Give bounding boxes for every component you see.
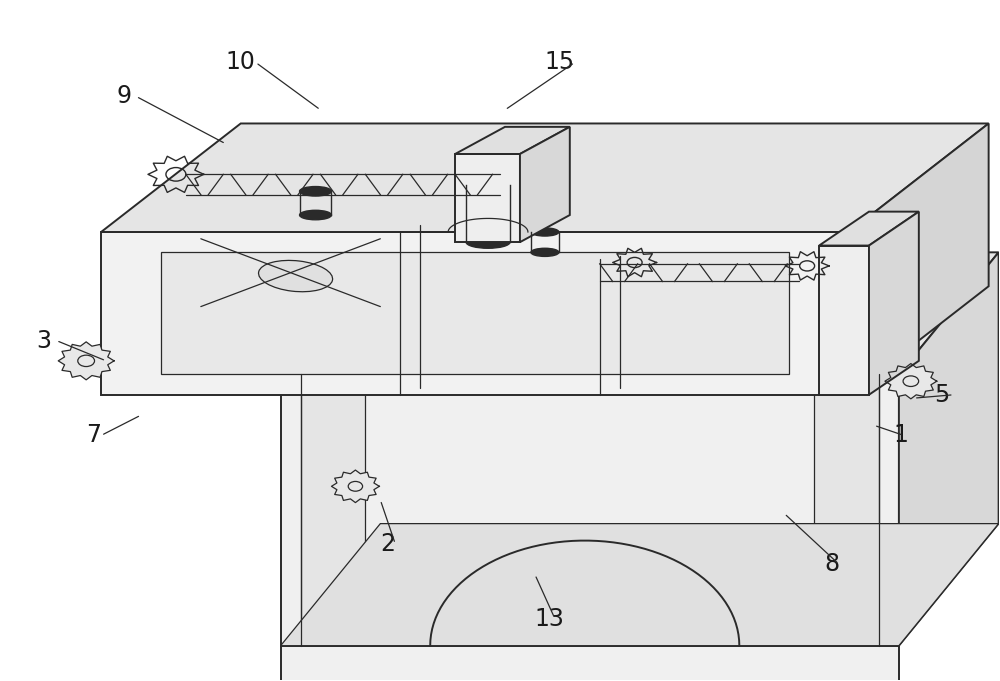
Ellipse shape <box>531 249 559 257</box>
Polygon shape <box>869 212 919 395</box>
Ellipse shape <box>259 260 333 291</box>
Text: 8: 8 <box>824 552 839 576</box>
Polygon shape <box>281 253 999 375</box>
Polygon shape <box>161 253 789 375</box>
Polygon shape <box>101 232 849 395</box>
Ellipse shape <box>300 187 331 196</box>
Polygon shape <box>455 127 570 154</box>
Ellipse shape <box>466 178 510 191</box>
Polygon shape <box>101 123 989 232</box>
Polygon shape <box>819 212 919 246</box>
Polygon shape <box>819 246 869 395</box>
Polygon shape <box>455 154 520 242</box>
Polygon shape <box>899 253 999 646</box>
Polygon shape <box>58 342 114 380</box>
Text: 13: 13 <box>535 607 565 631</box>
Ellipse shape <box>300 210 331 220</box>
Text: 9: 9 <box>116 84 131 108</box>
Text: 5: 5 <box>934 383 949 407</box>
Polygon shape <box>281 375 899 646</box>
Polygon shape <box>281 646 899 681</box>
Text: 15: 15 <box>545 50 575 74</box>
Text: 7: 7 <box>86 424 101 447</box>
Polygon shape <box>520 127 570 242</box>
Polygon shape <box>331 470 379 503</box>
Polygon shape <box>301 375 365 646</box>
Text: 1: 1 <box>894 424 909 447</box>
Text: 2: 2 <box>380 532 395 556</box>
Text: 3: 3 <box>36 328 51 353</box>
Text: 10: 10 <box>226 50 256 74</box>
Ellipse shape <box>531 228 559 236</box>
Polygon shape <box>281 524 999 646</box>
Ellipse shape <box>466 236 510 249</box>
Polygon shape <box>885 364 937 399</box>
Polygon shape <box>849 123 989 395</box>
Polygon shape <box>814 375 879 646</box>
